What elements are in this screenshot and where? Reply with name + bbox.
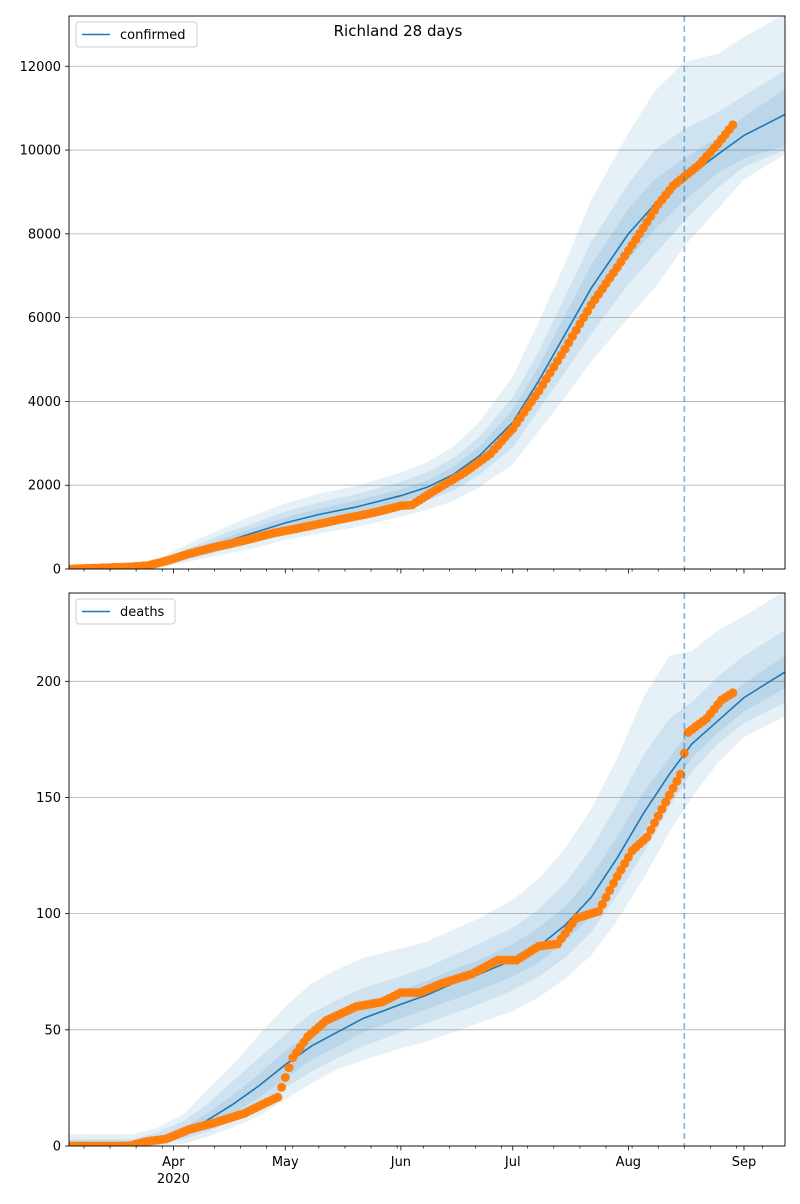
observed-point [594, 906, 603, 916]
observed-point [668, 783, 678, 793]
observed-series [69, 120, 738, 569]
legend-label: deaths [120, 605, 165, 620]
x-tick-label: Aug [616, 1155, 641, 1170]
deaths-panel: 0 50 100 150 200 Apr May Jun Jul Aug Sep 2020 deaths [36, 592, 786, 1187]
observed-point [642, 832, 652, 842]
legend-box [75, 21, 198, 48]
observed-series [69, 688, 738, 1146]
y-tick-label: 150 [36, 791, 61, 806]
confirmed-panel: 0 2000 4000 6000 8000 10000 12000 confirmed [20, 15, 786, 578]
observed-point [284, 1063, 294, 1073]
observed-point [728, 688, 738, 698]
observed-point [605, 885, 615, 895]
plot-area [69, 593, 785, 1146]
uncertainty-band [69, 593, 785, 1146]
axes-frame [68, 592, 786, 1147]
observed-point [273, 1092, 283, 1102]
observed-point [601, 892, 611, 902]
y-tick-label: 6000 [28, 311, 61, 326]
observed-point [676, 769, 686, 779]
y-tick-label: 8000 [28, 227, 61, 242]
y-tick-label: 100 [36, 907, 61, 922]
y-tick-label: 12000 [20, 60, 61, 75]
axes-frame [68, 15, 786, 570]
observed-point [609, 878, 618, 888]
observed-point [653, 811, 663, 821]
observed-point [277, 1082, 287, 1092]
legend-box [75, 598, 176, 625]
y-tick-label: 2000 [28, 479, 61, 494]
plot-area [69, 16, 785, 569]
uncertainty-band [69, 630, 785, 1146]
y-tick-label: 4000 [28, 395, 61, 410]
observed-point [657, 804, 667, 814]
legend: confirmed [75, 21, 198, 48]
observed-point [672, 776, 682, 786]
y-tick-label: 10000 [20, 144, 61, 159]
x-year-label: 2020 [157, 1172, 190, 1187]
chart-title: Richland 28 days [334, 22, 463, 40]
x-tick-label: Sep [732, 1155, 757, 1170]
y-tick-label: 50 [44, 1023, 61, 1038]
x-tick-label: Apr [162, 1155, 185, 1170]
y-tick-label: 0 [53, 563, 61, 578]
observed-point [728, 120, 738, 130]
observed-point [597, 899, 607, 909]
observed-point [646, 825, 656, 835]
y-tick-label: 200 [36, 675, 61, 690]
observed-point [280, 1073, 290, 1082]
observed-point [661, 797, 671, 807]
observed-point [664, 790, 674, 800]
observed-point [650, 818, 659, 828]
uncertainty-band [69, 16, 785, 569]
x-tick-label: Jun [390, 1155, 411, 1170]
uncertainty-band [69, 70, 785, 569]
x-tick-label: May [272, 1155, 299, 1170]
y-tick-label: 0 [53, 1140, 61, 1155]
x-tick-label: Jul [504, 1155, 521, 1170]
model-line [69, 671, 785, 1146]
legend: deaths [75, 598, 176, 625]
legend-label: confirmed [120, 28, 186, 43]
